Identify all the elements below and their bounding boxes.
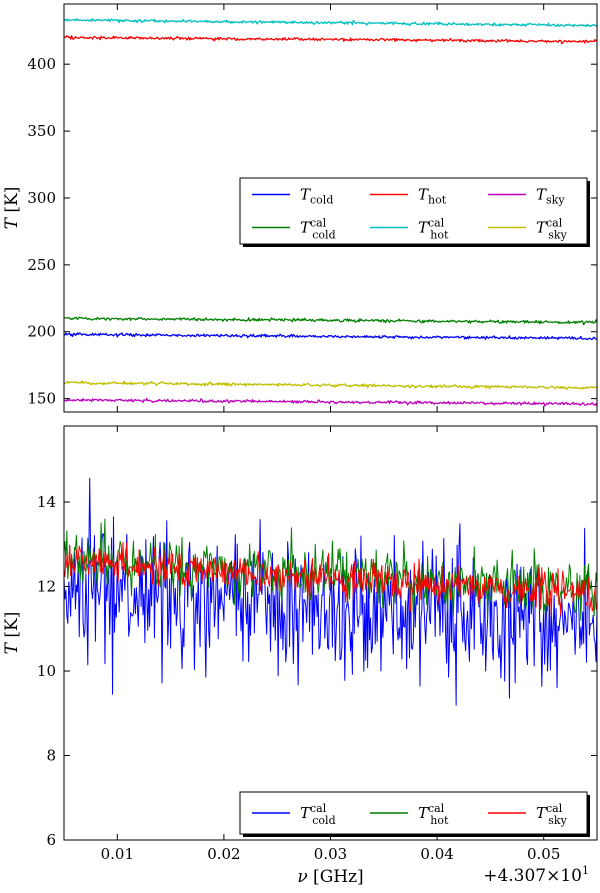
series-group bbox=[64, 18, 597, 407]
legend-item: Tcal sky bbox=[488, 802, 568, 827]
x-tick-label: 0.01 bbox=[101, 845, 134, 863]
legend-label-sup: cal bbox=[310, 217, 327, 230]
legend-item: Tcold bbox=[252, 186, 333, 207]
y-axis-label: T [K] bbox=[2, 187, 22, 230]
y-axis-label-unit: [K] bbox=[2, 187, 22, 218]
legend-label: Tsky bbox=[536, 186, 565, 207]
legend-label: Tcold bbox=[300, 186, 333, 207]
y-tick-label: 350 bbox=[27, 122, 56, 140]
y-tick-label: 400 bbox=[27, 55, 56, 73]
legend-label-sub: cold bbox=[312, 814, 335, 827]
x-axis-offset-exponent: 1 bbox=[582, 864, 589, 877]
y-axis-label: T [K] bbox=[2, 612, 22, 655]
series-line-t-sky-cal bbox=[64, 380, 597, 390]
legend-item: Tcal hot bbox=[370, 802, 449, 827]
y-tick-label: 10 bbox=[37, 662, 56, 680]
y-tick-label: 12 bbox=[37, 578, 56, 596]
legend-label: Tcal sky bbox=[536, 217, 568, 242]
legend-label-sub: sky bbox=[548, 814, 567, 827]
y-axis-label-symbol: T bbox=[2, 641, 22, 654]
y-tick-label: 6 bbox=[46, 831, 56, 849]
y-tick-label: 8 bbox=[46, 747, 56, 765]
legend-label-main: T bbox=[418, 186, 429, 204]
y-tick-label: 200 bbox=[27, 323, 56, 341]
legend-label-sub: hot bbox=[430, 814, 449, 827]
legend-item: Tcal cold bbox=[252, 802, 336, 827]
legend-label: Tcal sky bbox=[536, 802, 568, 827]
legend-label: Tcal hot bbox=[418, 217, 449, 242]
y-tick-label: 300 bbox=[27, 189, 56, 207]
series-line-t-cold bbox=[64, 332, 597, 341]
legend-item: Tcal sky bbox=[488, 217, 568, 242]
bottom-panel: 0.01 0.02 0.03 0.04 0.05 6 8 10 12 14 T [K] ν [GHz]… bbox=[2, 425, 598, 887]
legend-label: Thot bbox=[418, 186, 447, 207]
x-tick-label: 0.05 bbox=[527, 845, 560, 863]
legend-label: Tcal cold bbox=[300, 217, 336, 242]
x-axis-offset-base: +4.307×10 bbox=[483, 866, 582, 886]
legend-label-main: T bbox=[418, 219, 429, 237]
legend-label-sub: cold bbox=[310, 194, 333, 207]
x-tick-label: 0.04 bbox=[420, 845, 453, 863]
legend-label-sup: cal bbox=[428, 217, 445, 230]
series-line-t-hot-cal bbox=[64, 518, 597, 621]
y-tick-label: 150 bbox=[27, 390, 56, 408]
legend-item: Tcal cold bbox=[252, 217, 336, 242]
legend-label-main: T bbox=[536, 804, 547, 822]
legend-label-sup: cal bbox=[428, 802, 445, 815]
x-axis-label-symbol: ν bbox=[297, 867, 307, 887]
legend-label-sub: sky bbox=[546, 194, 565, 207]
series-line-t-hot bbox=[64, 35, 597, 45]
legend-label-main: T bbox=[536, 219, 547, 237]
series-line-t-cold-cal bbox=[64, 477, 597, 706]
legend-box bbox=[239, 791, 588, 835]
legend-label-main: T bbox=[536, 186, 547, 204]
x-axis-label-unit: [GHz] bbox=[308, 867, 364, 887]
legend-label-sub: hot bbox=[428, 194, 447, 207]
series-line-t-sky-cal bbox=[64, 541, 597, 618]
legend-label-main: T bbox=[300, 219, 311, 237]
legend-label: Tcal hot bbox=[418, 802, 449, 827]
legend-label-sup: cal bbox=[546, 802, 563, 815]
legend-label-sup: cal bbox=[310, 802, 327, 815]
series-line-t-cold-cal bbox=[64, 316, 597, 326]
legend-label-main: T bbox=[300, 186, 311, 204]
y-axis-label-unit: [K] bbox=[2, 612, 22, 643]
legend: Tcal cold Tcal hot Tcal sky bbox=[239, 791, 590, 837]
x-tick-label: 0.03 bbox=[314, 845, 347, 863]
series-group bbox=[64, 477, 597, 706]
y-axis-label-symbol: T bbox=[2, 216, 22, 229]
legend-label-main: T bbox=[300, 804, 311, 822]
x-axis-offset-label: +4.307×101 bbox=[483, 864, 589, 886]
legend-label-sub: hot bbox=[430, 229, 449, 242]
series-line-t-hot-cal bbox=[64, 18, 597, 28]
legend-label-sub: cold bbox=[312, 229, 335, 242]
legend-item: Tsky bbox=[488, 186, 565, 207]
legend-label: Tcal cold bbox=[300, 802, 336, 827]
x-tick-label: 0.02 bbox=[207, 845, 240, 863]
legend-label-sup: cal bbox=[546, 217, 563, 230]
y-tick-label: 250 bbox=[27, 256, 56, 274]
legend-label-main: T bbox=[418, 804, 429, 822]
x-axis-label: ν [GHz] bbox=[297, 867, 363, 887]
legend-item: Tcal hot bbox=[370, 217, 449, 242]
legend-label-sub: sky bbox=[548, 229, 567, 242]
y-tick-label: 14 bbox=[37, 493, 56, 511]
legend-box bbox=[239, 177, 588, 245]
legend-item: Thot bbox=[370, 186, 447, 207]
series-line-t-sky bbox=[64, 397, 597, 407]
